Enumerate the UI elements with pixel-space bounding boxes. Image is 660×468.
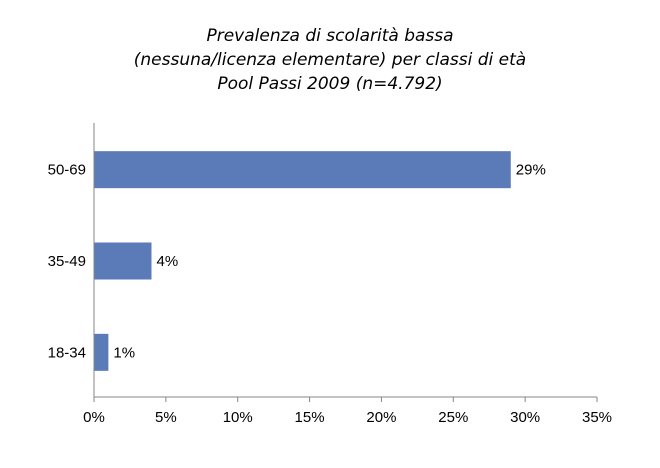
- category-label: 35-49: [48, 253, 86, 270]
- x-tick-label: 5%: [155, 409, 177, 426]
- bars: 50-69 29% 35-49 4% 18-34 1%: [48, 151, 546, 371]
- x-tick-label: 15%: [295, 409, 325, 426]
- bar-18-34: [94, 333, 109, 371]
- category-label: 50-69: [48, 162, 86, 179]
- bar-35-49: [94, 242, 152, 280]
- x-tick-label: 20%: [366, 409, 396, 426]
- chart-title-line: (nessuna/licenza elementare) per classi …: [134, 50, 526, 70]
- x-tick-label: 0%: [83, 409, 105, 426]
- chart-title-line: Pool Passi 2009 (n=4.792): [217, 74, 442, 94]
- x-tick-label: 10%: [223, 409, 253, 426]
- x-tick-label: 30%: [510, 409, 540, 426]
- chart-title: Prevalenza di scolarità bassa (nessuna/li…: [134, 26, 526, 94]
- x-axis: 0% 5% 10% 15% 20% 25% 30% 35%: [83, 123, 612, 426]
- chart-title-line: Prevalenza di scolarità bassa: [206, 26, 453, 46]
- category-label: 18-34: [48, 344, 86, 361]
- bar-50-69: [94, 151, 511, 189]
- data-label: 4%: [156, 253, 178, 270]
- x-tick-label: 35%: [582, 409, 612, 426]
- x-tick-label: 25%: [438, 409, 468, 426]
- data-label: 29%: [516, 162, 546, 179]
- data-label: 1%: [113, 344, 135, 361]
